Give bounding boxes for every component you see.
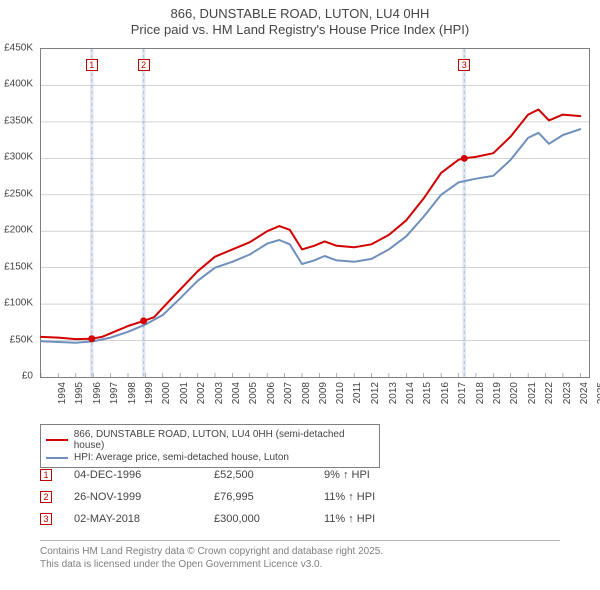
footer-line2: This data is licensed under the Open Gov…	[40, 558, 560, 571]
x-tick-label: 2010	[335, 382, 346, 404]
event-marker: 2	[138, 59, 150, 71]
x-tick-label: 2022	[544, 382, 555, 404]
x-tick-label: 2024	[579, 382, 590, 404]
legend-label: 866, DUNSTABLE ROAD, LUTON, LU4 0HH (sem…	[74, 429, 374, 451]
x-tick-label: 2001	[179, 382, 190, 404]
x-tick-label: 1994	[57, 382, 68, 404]
sale-price: £52,500	[214, 469, 324, 481]
x-tick-label: 1998	[126, 382, 137, 404]
x-tick-label: 2003	[213, 382, 224, 404]
x-axis: 1994 1995 1996 1997 1998 1999 2000 2001 2002 2003…	[40, 378, 590, 424]
x-tick-label: 2008	[300, 382, 311, 404]
event-marker: 3	[458, 59, 470, 71]
sale-date: 04-DEC-1996	[74, 469, 214, 481]
x-tick-label: 2016	[439, 382, 450, 404]
x-tick-label: 2000	[161, 382, 172, 404]
x-tick-label: 1995	[74, 382, 85, 404]
footer: Contains HM Land Registry data © Crown c…	[40, 540, 560, 571]
sale-price: £300,000	[214, 513, 324, 525]
y-tick-label: £0	[22, 371, 33, 382]
x-tick-label: 2009	[318, 382, 329, 404]
y-tick-label: £100K	[4, 298, 33, 309]
x-tick-label: 2021	[526, 382, 537, 404]
x-tick-label: 2007	[283, 382, 294, 404]
x-tick-label: 1999	[144, 382, 155, 404]
chart-container: 866, DUNSTABLE ROAD, LUTON, LU4 0HH Pric…	[0, 0, 600, 590]
sale-delta: 11% ↑ HPI	[324, 491, 414, 503]
x-tick-label: 2018	[474, 382, 485, 404]
plot-area: 1 2 3	[40, 48, 590, 378]
sale-delta: 11% ↑ HPI	[324, 513, 414, 525]
x-tick-label: 2004	[231, 382, 242, 404]
sale-date: 02-MAY-2018	[74, 513, 214, 525]
x-tick-label: 2020	[509, 382, 520, 404]
y-tick-label: £50K	[10, 334, 33, 345]
legend-item: HPI: Average price, semi-detached house,…	[46, 452, 374, 463]
sale-delta: 9% ↑ HPI	[324, 469, 414, 481]
x-tick-label: 2015	[422, 382, 433, 404]
y-tick-label: £300K	[4, 152, 33, 163]
sale-row: 1 04-DEC-1996£52,5009% ↑ HPI	[40, 464, 560, 486]
sale-index-box: 3	[40, 513, 52, 525]
x-tick-label: 1997	[109, 382, 120, 404]
x-tick-label: 2014	[405, 382, 416, 404]
x-tick-label: 2011	[352, 382, 363, 404]
event-marker: 1	[86, 59, 98, 71]
x-tick-label: 2025	[596, 382, 600, 404]
legend-item: 866, DUNSTABLE ROAD, LUTON, LU4 0HH (sem…	[46, 429, 374, 451]
legend-swatch	[46, 439, 68, 441]
x-tick-label: 2019	[492, 382, 503, 404]
x-tick-label: 2017	[457, 382, 468, 404]
title-block: 866, DUNSTABLE ROAD, LUTON, LU4 0HH Pric…	[0, 0, 600, 39]
x-tick-label: 2023	[561, 382, 572, 404]
x-tick-label: 2013	[387, 382, 398, 404]
y-axis: £0£50K£100K£150K£200K£250K£300K£350K£400…	[0, 48, 36, 378]
x-tick-label: 2002	[196, 382, 207, 404]
sale-price: £76,995	[214, 491, 324, 503]
sales-table: 1 04-DEC-1996£52,5009% ↑ HPI 2 26-NOV-1999£…	[40, 464, 560, 530]
y-tick-label: £250K	[4, 188, 33, 199]
sale-row: 2 26-NOV-1999£76,99511% ↑ HPI	[40, 486, 560, 508]
y-tick-label: £450K	[4, 43, 33, 54]
x-tick-label: 1996	[92, 382, 103, 404]
sale-date: 26-NOV-1999	[74, 491, 214, 503]
x-tick-label: 2005	[248, 382, 259, 404]
x-tick-label: 2006	[266, 382, 277, 404]
sale-index-box: 2	[40, 491, 52, 503]
y-tick-label: £150K	[4, 261, 33, 272]
legend: 866, DUNSTABLE ROAD, LUTON, LU4 0HH (sem…	[40, 424, 380, 468]
y-tick-label: £350K	[4, 115, 33, 126]
legend-label: HPI: Average price, semi-detached house,…	[74, 452, 289, 463]
sale-row: 3 02-MAY-2018£300,00011% ↑ HPI	[40, 508, 560, 530]
y-tick-label: £400K	[4, 79, 33, 90]
footer-line1: Contains HM Land Registry data © Crown c…	[40, 545, 560, 558]
plot-svg	[41, 49, 589, 377]
sale-index-box: 1	[40, 469, 52, 481]
legend-swatch	[46, 457, 68, 459]
x-tick-label: 2012	[370, 382, 381, 404]
y-tick-label: £200K	[4, 225, 33, 236]
title-subtitle: Price paid vs. HM Land Registry's House …	[0, 22, 600, 38]
title-address: 866, DUNSTABLE ROAD, LUTON, LU4 0HH	[0, 6, 600, 22]
